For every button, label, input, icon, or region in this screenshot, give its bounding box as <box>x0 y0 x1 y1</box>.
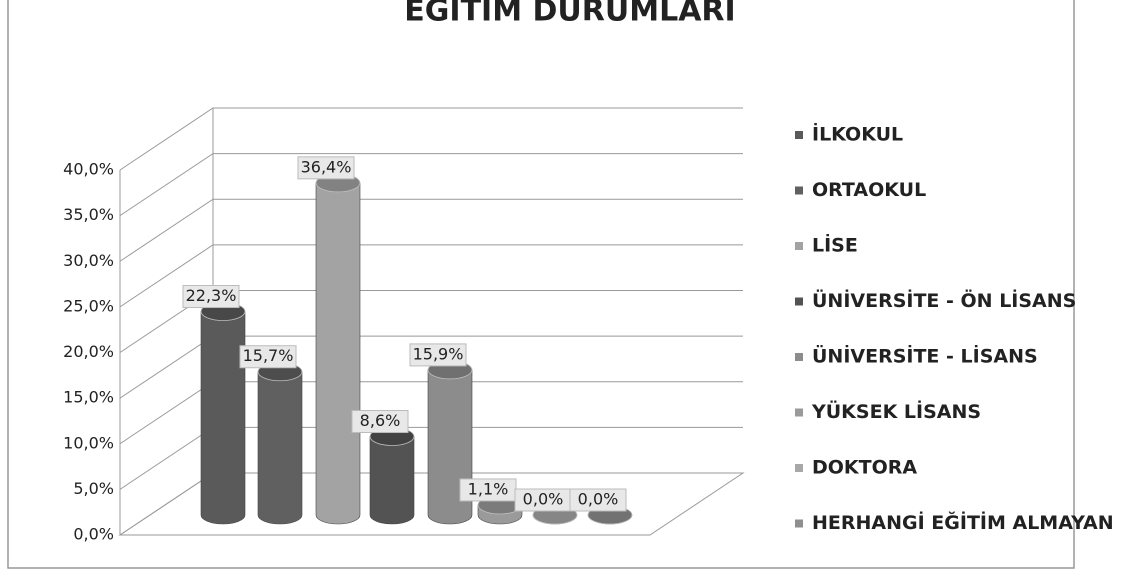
y-tick-label: 25,0% <box>63 296 114 315</box>
y-tick-label: 5,0% <box>73 479 114 498</box>
grid-line <box>119 244 743 308</box>
legend-swatch <box>795 242 803 250</box>
value-label: 0,0% <box>523 490 564 509</box>
bar <box>200 311 246 525</box>
y-tick-label: 35,0% <box>63 205 114 224</box>
value-label-box <box>409 343 467 367</box>
legend-label: HERHANGİ EĞİTİM ALMAYAN <box>812 510 1114 534</box>
legend-label: İLKOKUL <box>812 122 903 146</box>
legend-swatch <box>795 297 803 306</box>
legend-swatch <box>795 408 803 417</box>
value-label-box <box>297 156 355 180</box>
grid-line <box>119 107 743 171</box>
bar <box>369 436 415 525</box>
grid-line <box>119 153 743 217</box>
legend-label: ÜNİVERSİTE - ÖN LİSANS <box>812 288 1076 312</box>
y-tick-label: 40,0% <box>63 160 114 179</box>
legend-swatch <box>795 519 803 528</box>
value-label: 15,9% <box>413 344 464 363</box>
value-label: 36,4% <box>301 157 352 176</box>
grid-line <box>119 198 743 262</box>
legend-swatch <box>795 464 803 472</box>
y-tick-label: 30,0% <box>63 251 114 270</box>
value-label: 22,3% <box>186 286 237 305</box>
chart-title: EĞİTİM DURUMLARI <box>404 0 735 29</box>
y-tick-label: 0,0% <box>73 525 114 544</box>
legend-label: LİSE <box>812 233 858 257</box>
legend-label: YÜKSEK LİSANS <box>811 399 981 423</box>
chart-frame <box>7 0 1075 569</box>
value-label-box <box>569 488 627 512</box>
value-label: 8,6% <box>360 411 401 430</box>
legend-label: DOKTORA <box>812 457 917 479</box>
y-tick-label: 15,0% <box>63 388 114 407</box>
bar <box>257 371 303 525</box>
legend-label: ORTAOKUL <box>812 179 926 201</box>
y-tick-label: 10,0% <box>63 433 114 452</box>
value-label: 1,1% <box>468 479 509 498</box>
y-tick-label: 20,0% <box>63 342 114 361</box>
value-label-box <box>239 345 297 369</box>
legend-label: ÜNİVERSİTE - LİSANS <box>812 344 1038 368</box>
value-label: 15,7% <box>243 346 294 365</box>
bar <box>315 182 361 525</box>
value-label-box <box>351 410 409 434</box>
legend-swatch <box>795 186 803 195</box>
legend-swatch <box>795 131 803 139</box>
value-label-box <box>182 285 240 309</box>
value-label: 0,0% <box>578 490 619 509</box>
legend-swatch <box>795 353 803 361</box>
